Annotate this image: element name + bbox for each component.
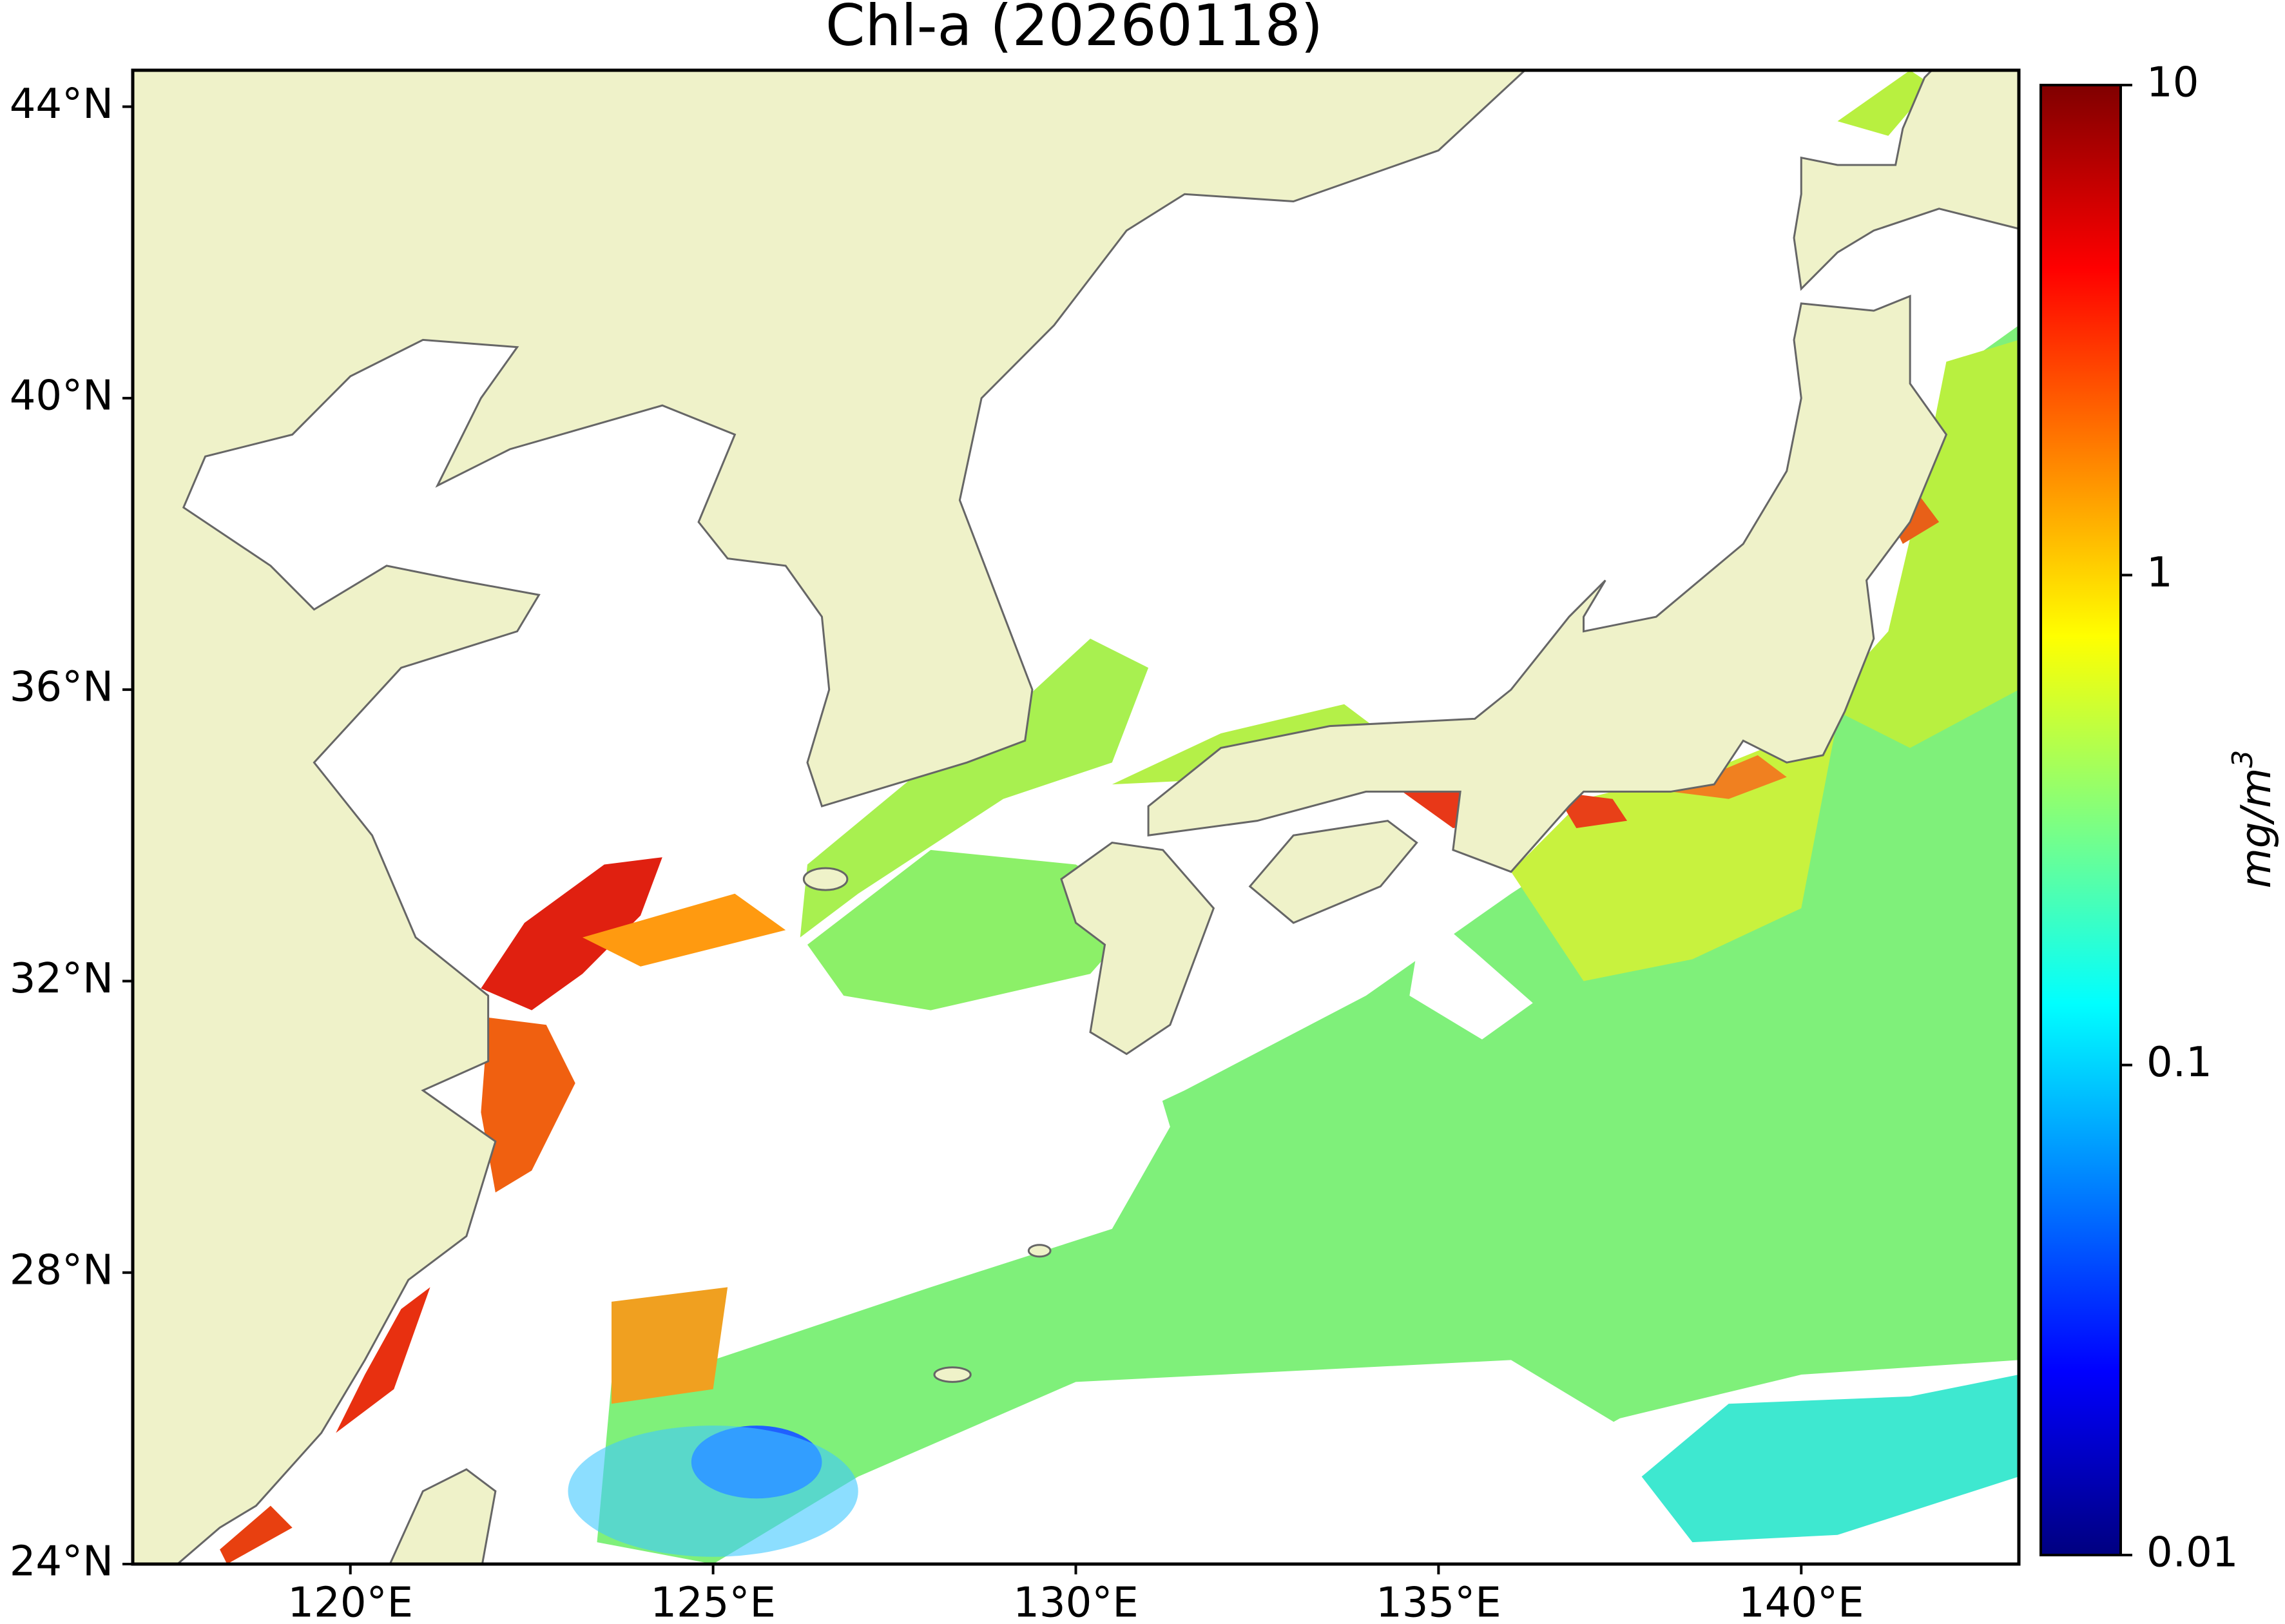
chl-patch [568,1054,1170,1360]
x-tick-label: 120°E [287,1580,413,1624]
chl-patch [1670,755,1787,799]
chlorophyll-field [220,70,2019,1564]
x-tick-label: 130°E [1013,1580,1139,1624]
colorbar-label-superscript: 3 [2226,750,2259,768]
chl-patch [220,1505,293,1564]
x-tick-label: 135°E [1376,1580,1501,1624]
kyushu [1061,843,1213,1054]
chl-patch [1823,340,2019,748]
colorbar-tick-label: 10 [2146,59,2199,107]
chl-patch [1641,1375,2019,1543]
chl-patch [800,638,1149,938]
map-area [133,70,2019,1564]
shikoku [1250,821,1417,923]
chl-patch [612,1287,728,1404]
colorbar [2039,84,2122,1556]
continent [133,70,1533,1564]
x-tick-label: 140°E [1739,1580,1864,1624]
y-tick-label: 32°N [10,955,113,1003]
chl-patch [582,893,786,967]
colorbar-label-base: mg/m [2233,768,2280,889]
jeju [804,868,847,890]
taiwan [387,1469,496,1564]
x-tick-label: 125°E [650,1580,776,1624]
land [133,70,2019,1564]
colorbar-tick-label: 0.1 [2146,1039,2212,1087]
honshu [1148,296,1946,872]
chl-patch [481,1017,575,1193]
geo-layer [133,70,2019,1564]
y-tick-label: 36°N [10,664,113,711]
colorbar-tick-label: 0.01 [2146,1529,2239,1577]
chl-patch [807,849,1149,1010]
colorbar-tick-label: 1 [2146,549,2173,597]
chl-patch [336,1287,430,1433]
chl-patch [481,857,662,1010]
y-tick-label: 28°N [10,1246,113,1294]
chl-patch [568,1426,858,1557]
island [1028,1245,1050,1257]
chl-patch [1837,70,1932,136]
island [934,1368,970,1382]
map-title: Chl-a (20260118) [825,0,1323,59]
y-tick-label: 44°N [10,81,113,128]
colorbar-label: mg/m3 [2226,750,2280,889]
y-tick-label: 24°N [10,1538,113,1586]
hokkaido [1794,70,2019,289]
chl-patch [1409,908,1533,1039]
y-tick-label: 40°N [10,372,113,420]
